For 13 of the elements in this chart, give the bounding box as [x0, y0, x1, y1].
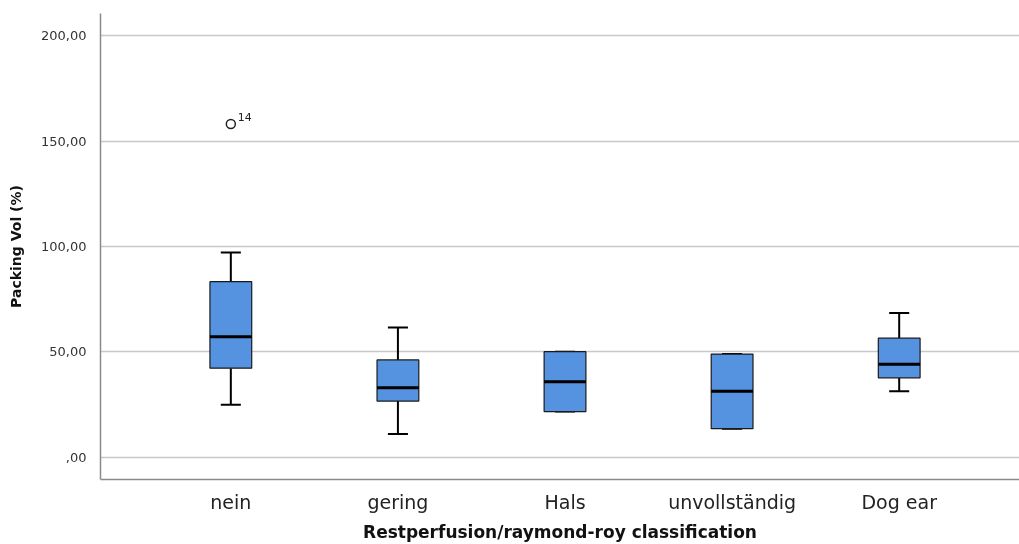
x-tick-label: gering: [367, 490, 429, 513]
x-tick-label: unvollständig: [668, 490, 797, 513]
x-axis-title: Restperfusion/raymond-roy classification: [363, 521, 757, 542]
y-tick-label: 200,00: [41, 28, 87, 44]
x-tick-label: nein: [210, 490, 252, 513]
y-tick-label: 100,00: [41, 239, 87, 254]
y-tick-label: 50,00: [49, 344, 87, 360]
annotation: 14: [237, 110, 252, 124]
y-axis-title: Packing Vol (%): [8, 185, 25, 308]
y-tick-label: 150,00: [41, 133, 87, 149]
x-tick-label: Hals: [544, 490, 586, 513]
x-tick-label: Dog ear: [861, 490, 938, 513]
y-tick-label: ,00: [65, 449, 87, 465]
